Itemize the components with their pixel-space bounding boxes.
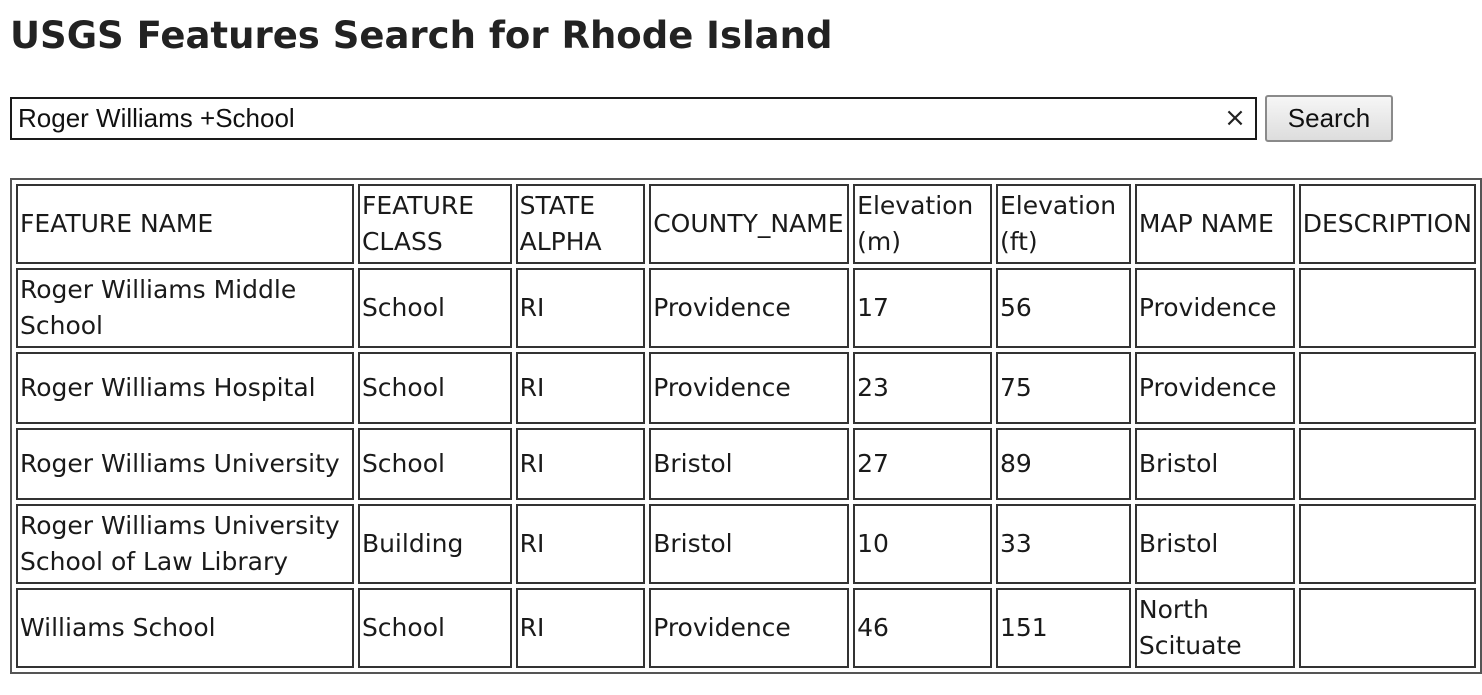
search-input[interactable] — [12, 99, 1212, 138]
cell-elevation-m: 46 — [853, 588, 992, 668]
cell-elevation-ft: 151 — [996, 588, 1131, 668]
cell-state-alpha: RI — [515, 352, 646, 424]
search-box: × — [10, 97, 1257, 140]
cell-feature-name: Roger Williams University — [16, 428, 354, 500]
clear-icon[interactable]: × — [1224, 103, 1246, 133]
cell-county-name: Bristol — [649, 428, 850, 500]
header-feature-class: FEATURE CLASS — [357, 184, 512, 264]
cell-description — [1298, 352, 1476, 424]
cell-county-name: Bristol — [649, 504, 850, 584]
cell-feature-class: School — [357, 588, 512, 668]
cell-feature-name: Williams School — [16, 588, 354, 668]
cell-elevation-m: 17 — [853, 268, 992, 348]
cell-feature-name: Roger Williams University School of Law … — [16, 504, 354, 584]
cell-elevation-m: 10 — [853, 504, 992, 584]
cell-state-alpha: RI — [515, 504, 646, 584]
cell-feature-name: Roger Williams Middle School — [16, 268, 354, 348]
cell-description — [1298, 428, 1476, 500]
table-row: Roger Williams Hospital School RI Provid… — [16, 352, 1476, 424]
cell-feature-class: Building — [357, 504, 512, 584]
cell-county-name: Providence — [649, 588, 850, 668]
cell-description — [1298, 588, 1476, 668]
cell-feature-class: School — [357, 268, 512, 348]
header-state-alpha: STATE ALPHA — [515, 184, 646, 264]
cell-feature-name: Roger Williams Hospital — [16, 352, 354, 424]
header-county-name: COUNTY_NAME — [649, 184, 850, 264]
search-button[interactable]: Search — [1265, 95, 1393, 142]
cell-description — [1298, 268, 1476, 348]
cell-feature-class: School — [357, 352, 512, 424]
cell-description — [1298, 504, 1476, 584]
results-table: FEATURE NAME FEATURE CLASS STATE ALPHA C… — [10, 178, 1482, 674]
header-elevation-ft: Elevation (ft) — [996, 184, 1131, 264]
cell-elevation-m: 27 — [853, 428, 992, 500]
cell-elevation-ft: 56 — [996, 268, 1131, 348]
cell-feature-class: School — [357, 428, 512, 500]
cell-state-alpha: RI — [515, 588, 646, 668]
cell-elevation-m: 23 — [853, 352, 992, 424]
table-row: Williams School School RI Providence 46 … — [16, 588, 1476, 668]
cell-map-name: Providence — [1134, 352, 1295, 424]
cell-county-name: Providence — [649, 268, 850, 348]
cell-map-name: Bristol — [1134, 428, 1295, 500]
header-description: DESCRIPTION — [1298, 184, 1476, 264]
cell-elevation-ft: 33 — [996, 504, 1131, 584]
cell-elevation-ft: 89 — [996, 428, 1131, 500]
cell-state-alpha: RI — [515, 428, 646, 500]
cell-map-name: Providence — [1134, 268, 1295, 348]
table-row: Roger Williams University School of Law … — [16, 504, 1476, 584]
header-map-name: MAP NAME — [1134, 184, 1295, 264]
cell-state-alpha: RI — [515, 268, 646, 348]
header-feature-name: FEATURE NAME — [16, 184, 354, 264]
header-elevation-m: Elevation (m) — [853, 184, 992, 264]
cell-map-name: North Scituate — [1134, 588, 1295, 668]
table-row: Roger Williams Middle School School RI P… — [16, 268, 1476, 348]
table-header-row: FEATURE NAME FEATURE CLASS STATE ALPHA C… — [16, 184, 1476, 264]
table-row: Roger Williams University School RI Bris… — [16, 428, 1476, 500]
page-title: USGS Features Search for Rhode Island — [10, 14, 833, 57]
cell-elevation-ft: 75 — [996, 352, 1131, 424]
cell-map-name: Bristol — [1134, 504, 1295, 584]
cell-county-name: Providence — [649, 352, 850, 424]
